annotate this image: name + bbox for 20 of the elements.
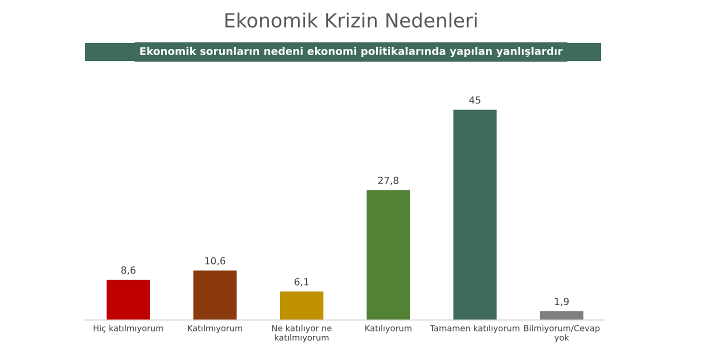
data-label: 27,8 [378,176,398,186]
bar [540,311,584,320]
x-tick-label: Hiç katılmıyorum [94,324,164,333]
x-tick-label: Katılıyorum [365,324,412,333]
x-tick-label: Bilmiyorum/Cevap yok [524,324,600,342]
bar [366,190,410,320]
x-tick-label: Ne katılıyor ne katılmıyorum [272,324,332,342]
bar [193,270,237,320]
x-tick-label: Tamamen katılıyorum [430,324,520,333]
bar [280,291,324,320]
x-tick-label: Katılmıyorum [188,324,242,333]
data-label: 45 [469,96,480,104]
bar [453,110,497,320]
data-label: 8,6 [121,266,136,275]
data-label: 6,1 [294,278,308,286]
chart-subtitle: Ekonomik sorunların nedeni ekonomi politikalarında yapılan yanlışlardır [140,46,563,58]
data-label: 1,9 [555,298,569,306]
chart-title: Ekonomik Krizin Nedenleri [225,12,477,28]
bar [106,280,150,320]
data-label: 10,6 [205,257,226,266]
